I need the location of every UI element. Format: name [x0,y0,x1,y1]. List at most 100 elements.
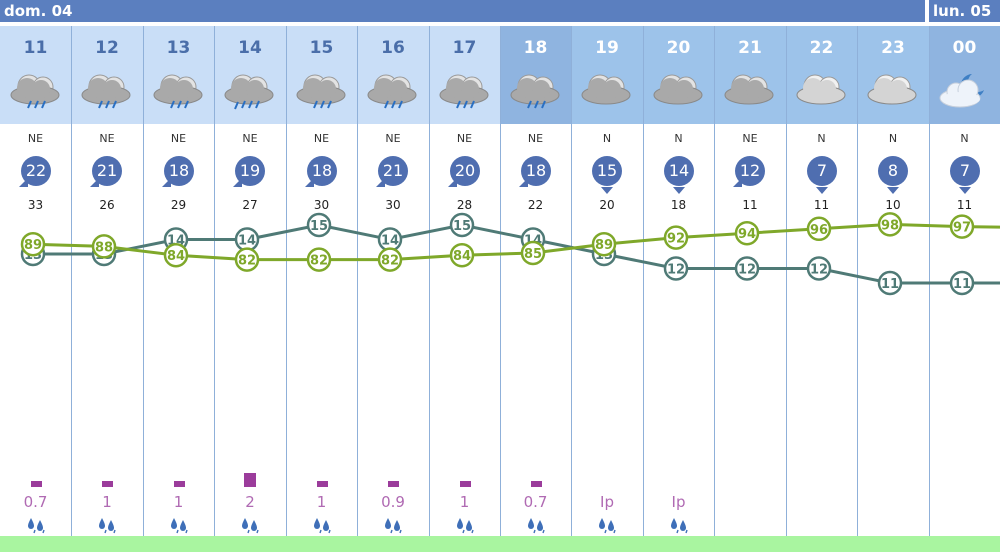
wind-speed: 19 [235,156,265,186]
wind-speed: 8 [878,156,908,186]
wind-direction: NE [742,132,758,145]
precipitation-bar [244,473,256,487]
raindrops-icon [97,516,117,534]
hour-column-20: 20 N 14 18 Ip [643,26,714,552]
wind-gust: 26 [99,198,115,212]
hour-label: 15 [309,38,334,58]
wind-arrow-icon [90,178,99,187]
column-divider [286,26,287,536]
column-divider [786,26,787,536]
column-divider [643,26,644,536]
cloud-icon [648,68,708,112]
wind-gust: 11 [813,198,830,212]
hour-header [643,26,714,124]
hour-column-23: 23 N 8 10 [857,26,929,552]
wind-speed: 7 [950,156,980,186]
wind-speed-badge: 19 [233,156,267,194]
wind-gust: 10 [885,198,901,212]
column-divider [214,26,215,536]
wind-direction: NE [99,132,115,145]
wind-direction: N [602,132,612,145]
wind-arrow-icon [376,178,385,187]
wind-speed: 21 [92,156,122,186]
wind-gust: 30 [385,198,401,212]
raindrops-icon [383,516,403,534]
rain-cloud-icon [5,68,65,112]
day-separator [925,0,929,22]
column-divider [500,26,501,536]
column-divider [857,26,858,536]
rain-cloud-icon [76,68,136,112]
wind-direction: N [888,132,898,145]
rain-cloud-icon [148,68,208,112]
day-label-monday: lun. 05 [929,0,1000,22]
hour-label: 22 [809,38,834,58]
precipitation-amount: 0.9 [381,493,405,511]
hour-header [929,26,1000,124]
wind-speed: 21 [378,156,408,186]
wind-direction: NE [456,132,473,145]
rain-cloud-icon [505,68,565,112]
wind-arrow-icon [959,187,971,194]
precipitation-bar [387,481,399,487]
hour-label: 18 [523,38,548,58]
hour-label: 19 [595,38,619,58]
wind-arrow-icon [733,178,742,187]
wind-arrow-icon [673,187,685,194]
wind-speed-badge: 21 [376,156,410,194]
precipitation-amount: Ip [671,493,686,511]
raindrops-icon [169,516,189,534]
wind-gust: 22 [527,198,544,212]
wind-speed: 18 [521,156,551,186]
wind-speed: 22 [21,156,51,186]
wind-speed: 15 [592,156,622,186]
wind-speed-badge: 7 [805,156,839,194]
wind-gust: 27 [242,198,258,212]
hour-column-18: 18 NE 18 22 0.7 [500,26,571,552]
wind-arrow-icon [305,178,314,187]
hour-header [714,26,786,124]
hour-column-16: 16 NE 21 30 0.9 [357,26,429,552]
raindrops-icon [669,516,689,534]
raindrops-icon [597,516,617,534]
day-label-sunday: dom. 04 [0,0,925,22]
wind-gust: 29 [170,198,187,212]
raindrops-icon [312,516,332,534]
wind-arrow-icon [816,187,828,194]
wind-speed-badge: 15 [590,156,624,194]
wind-direction: NE [527,132,544,145]
hour-label: 14 [238,38,262,58]
hour-column-21: 21 NE 12 11 [714,26,786,552]
wind-gust: 18 [670,198,687,212]
hour-column-11: 11 NE 22 33 0.7 [0,26,71,552]
wind-speed-badge: 14 [662,156,696,194]
wind-arrow-icon [162,178,171,187]
wind-direction: NE [170,132,187,145]
wind-speed-badge: 18 [305,156,339,194]
wind-gust: 11 [742,198,758,212]
wind-speed: 14 [664,156,694,186]
light-cloud-icon [862,68,922,112]
column-divider [357,26,358,536]
wind-direction: NE [27,132,44,145]
moon-cloud-icon [934,68,994,112]
hour-header [857,26,929,124]
hour-column-00: 00 N 7 11 [929,26,1000,552]
wind-direction: N [817,132,826,145]
hour-column-22: 22 N 7 11 [786,26,857,552]
hour-label: 12 [95,38,119,58]
wind-direction: NE [313,132,330,145]
wind-arrow-icon [233,178,242,187]
column-divider [429,26,430,536]
wind-direction: N [960,132,969,145]
wind-speed-badge: 18 [519,156,553,194]
cloud-icon [576,68,636,112]
precipitation-bar [316,481,328,487]
wind-arrow-icon [601,187,613,194]
wind-gust: 28 [456,198,473,212]
precipitation-bar [459,481,471,487]
wind-speed: 18 [164,156,194,186]
wind-speed: 7 [807,156,837,186]
hour-column-19: 19 N 15 20 Ip [571,26,643,552]
column-divider [71,26,72,536]
